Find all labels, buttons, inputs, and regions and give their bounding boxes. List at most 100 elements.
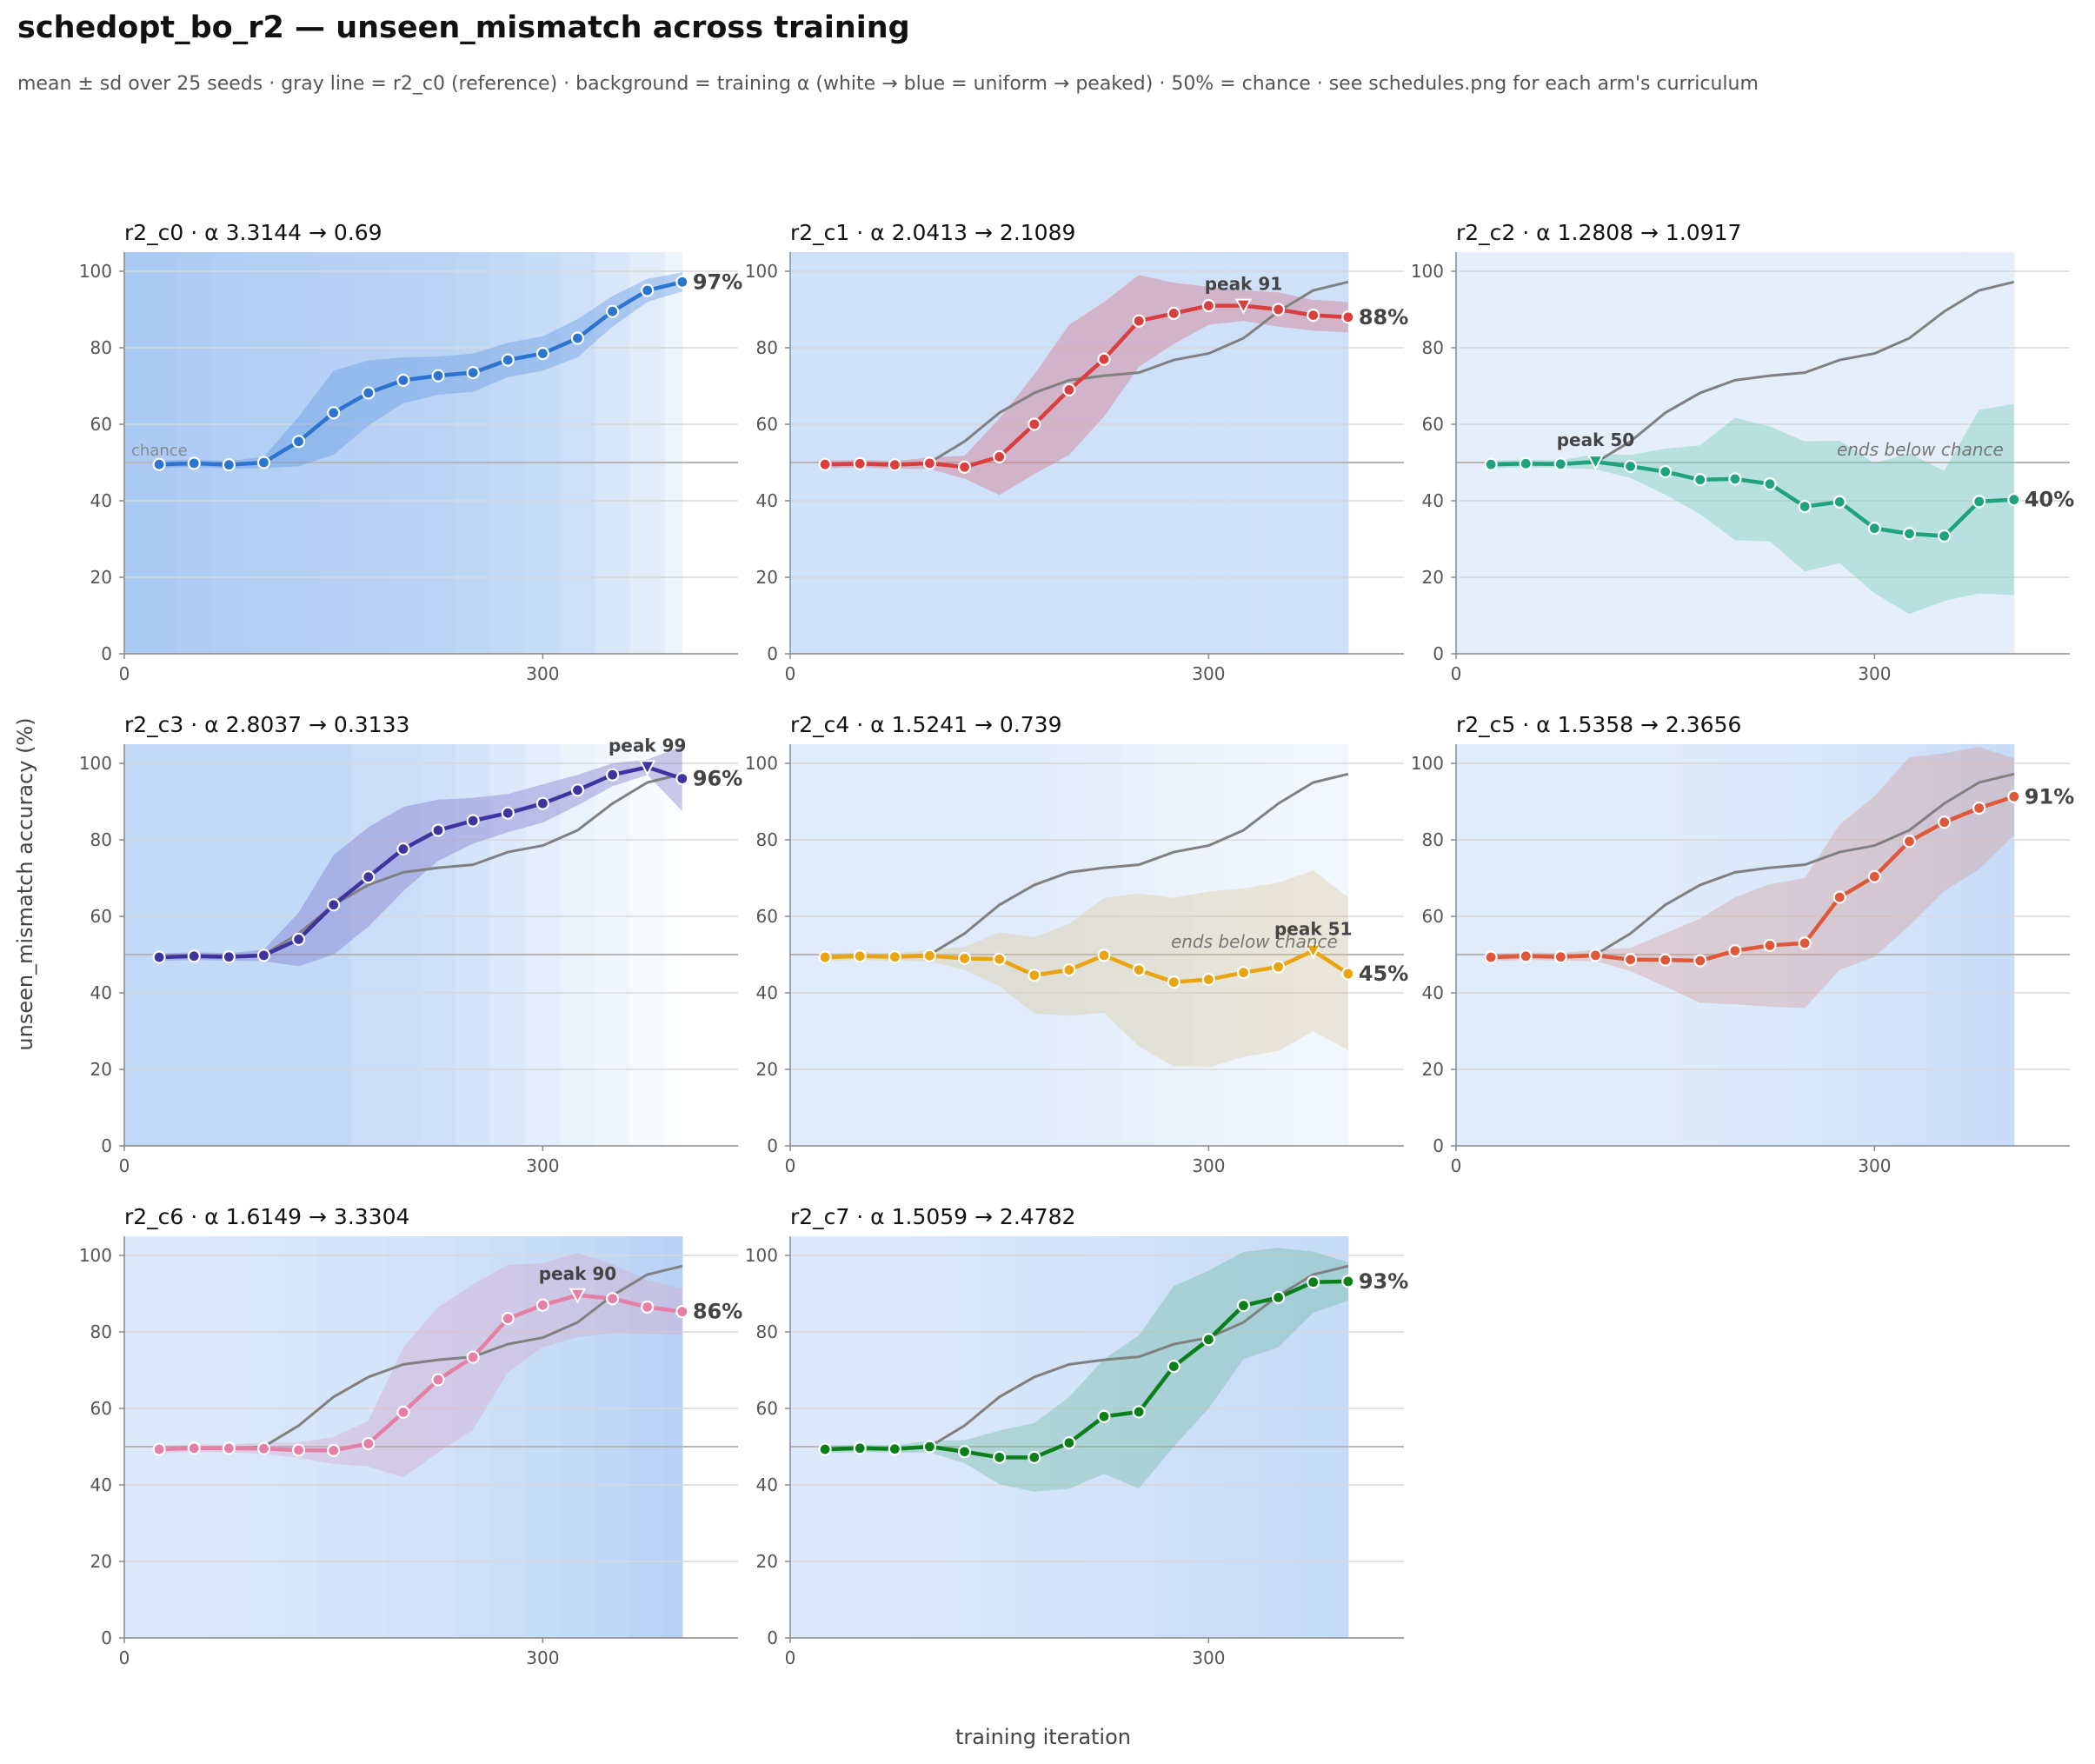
panel-title: r2_c1 · α 2.0413 → 2.1089 — [790, 220, 1075, 245]
alpha-background-strip — [176, 252, 212, 654]
data-point — [1832, 890, 1846, 904]
alpha-background-strip — [947, 1236, 983, 1638]
data-point — [957, 951, 972, 966]
alpha-background-strip — [316, 252, 352, 654]
data-point — [993, 449, 1007, 464]
alpha-background-strip — [1295, 1236, 1332, 1638]
alpha-background-strip — [124, 252, 177, 654]
alpha-background-strip — [1191, 1236, 1227, 1638]
alpha-background-strip — [1330, 1236, 1349, 1638]
y-tick-label: 80 — [90, 829, 112, 850]
data-point — [1798, 499, 1812, 514]
alpha-background-strip — [1578, 744, 1614, 1146]
y-tick-label: 40 — [756, 1474, 778, 1495]
series-line — [825, 303, 1348, 469]
alpha-background-strip — [350, 744, 387, 1146]
data-point — [431, 1373, 445, 1387]
y-tick-label: 60 — [90, 1398, 112, 1419]
alpha-background-strip — [629, 252, 666, 654]
panel-r2_c7: 0 20 40 60 80 100 93% 0 300 r2_c7 · α 1.5059 → 2.… — [745, 1204, 1408, 1668]
data-point — [1937, 815, 1952, 829]
alpha-background-strip — [246, 744, 283, 1146]
alpha-background-strip — [1086, 1236, 1122, 1638]
data-point — [818, 457, 832, 471]
data-point — [922, 456, 937, 470]
alpha-background-strip — [211, 252, 247, 654]
series-line — [1491, 459, 2014, 538]
y-tick-label: 40 — [756, 982, 778, 1003]
sd-band — [159, 1253, 682, 1478]
y-tick-label: 100 — [1411, 261, 1444, 282]
alpha-background-strip — [1191, 252, 1227, 654]
alpha-background-strip — [1682, 744, 1719, 1146]
data-point — [675, 1305, 689, 1319]
y-tick-label: 100 — [745, 753, 778, 774]
data-point — [256, 456, 271, 469]
data-point — [396, 1405, 410, 1420]
alpha-background-strip — [1016, 252, 1053, 654]
alpha-background-strip — [490, 1236, 526, 1638]
y-tick-label: 100 — [745, 261, 778, 282]
y-tick-label: 20 — [756, 1059, 778, 1080]
alpha-background-strip — [385, 252, 422, 654]
data-point — [187, 1441, 201, 1455]
y-tick-label: 20 — [90, 1551, 112, 1572]
data-point — [1902, 835, 1917, 849]
data-point — [1132, 314, 1146, 328]
panel-title: r2_c0 · α 3.3144 → 0.69 — [124, 220, 382, 245]
alpha-background-strip — [877, 252, 913, 654]
alpha-background-strip — [124, 1236, 177, 1638]
data-point — [466, 366, 480, 380]
x-tick-label: 300 — [1858, 663, 1891, 684]
data-point — [1307, 1275, 1320, 1289]
y-tick-label: 0 — [767, 643, 778, 664]
x-tick-label: 300 — [526, 1648, 559, 1668]
data-point — [1832, 495, 1846, 509]
panel-r2_c1: 0 20 40 60 80 100 peak 91 88% 0 300 r2_c1 · α 2.04… — [745, 220, 1408, 684]
y-tick-label: 80 — [756, 337, 778, 358]
sd-band — [1491, 403, 2014, 615]
y-tick-label: 60 — [1422, 906, 1444, 927]
alpha-background-strip — [912, 744, 948, 1146]
panel-r2_c2: 0 20 40 60 80 100 peak 50 ends below chance 40% 0… — [1411, 220, 2074, 684]
peak-label: peak 90 — [539, 1263, 616, 1284]
data-point — [187, 949, 201, 963]
data-point — [922, 949, 937, 962]
alpha-background-strip — [912, 252, 948, 654]
x-tick-label: 300 — [1858, 1155, 1891, 1176]
panel-r2_c6: 0 20 40 60 80 100 peak 90 86% 0 300 r2_c6 · α 1.61… — [79, 1204, 742, 1668]
data-point — [431, 369, 445, 383]
data-point — [1236, 1299, 1251, 1313]
alpha-background-strip — [790, 1236, 843, 1638]
data-point — [396, 842, 410, 856]
peak-marker — [639, 760, 656, 776]
alpha-background-strip — [1121, 744, 1157, 1146]
data-point — [1972, 801, 1986, 815]
data-point — [957, 1445, 972, 1459]
data-point — [570, 331, 585, 345]
data-point — [853, 949, 867, 963]
peak-label: peak 99 — [609, 735, 686, 756]
x-tick-label: 300 — [1192, 663, 1225, 684]
alpha-background-strip — [664, 252, 683, 654]
alpha-background-strip — [525, 252, 562, 654]
end-value-label: 93% — [1359, 1269, 1408, 1294]
data-point — [1763, 477, 1777, 491]
alpha-background-strip — [246, 1236, 283, 1638]
end-value-label: 97% — [693, 270, 742, 294]
peak-marker — [569, 1288, 587, 1304]
data-point — [1519, 949, 1533, 963]
alpha-background-strip — [842, 252, 878, 654]
y-tick-label: 20 — [90, 1059, 112, 1080]
data-point — [1271, 1290, 1286, 1305]
alpha-background-strip — [1086, 252, 1122, 654]
alpha-background-strip — [1578, 252, 1614, 654]
x-tick-label: 0 — [785, 663, 796, 684]
data-point — [888, 1442, 901, 1456]
end-value-label: 45% — [1359, 962, 1408, 986]
y-tick-label: 0 — [101, 1628, 112, 1648]
alpha-background-strip — [629, 744, 666, 1146]
data-point — [1728, 472, 1742, 486]
note-label: ends below chance — [1171, 931, 1338, 952]
